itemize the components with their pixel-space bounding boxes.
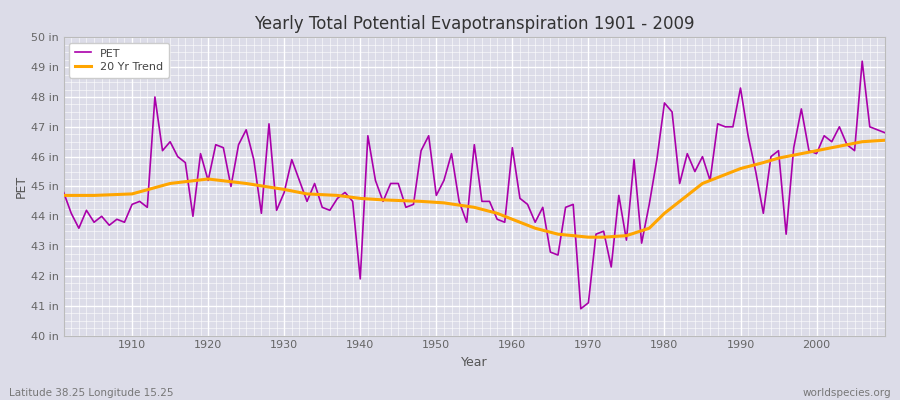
- 20 Yr Trend: [659, 211, 670, 216]
- 20 Yr Trend: [553, 232, 563, 236]
- 20 Yr Trend: [598, 235, 609, 240]
- PET: [332, 196, 343, 201]
- PET: [575, 306, 586, 311]
- 20 Yr Trend: [332, 193, 343, 198]
- 20 Yr Trend: [735, 166, 746, 171]
- 20 Yr Trend: [834, 144, 845, 148]
- 20 Yr Trend: [857, 139, 868, 144]
- Legend: PET, 20 Yr Trend: PET, 20 Yr Trend: [69, 43, 169, 78]
- 20 Yr Trend: [811, 148, 822, 153]
- 20 Yr Trend: [469, 205, 480, 210]
- Title: Yearly Total Potential Evapotranspiration 1901 - 2009: Yearly Total Potential Evapotranspiratio…: [254, 15, 695, 33]
- 20 Yr Trend: [507, 217, 517, 222]
- Text: worldspecies.org: worldspecies.org: [803, 388, 891, 398]
- Line: 20 Yr Trend: 20 Yr Trend: [64, 140, 885, 237]
- PET: [58, 190, 69, 195]
- 20 Yr Trend: [438, 200, 449, 205]
- 20 Yr Trend: [879, 138, 890, 143]
- 20 Yr Trend: [644, 226, 654, 231]
- 20 Yr Trend: [416, 199, 427, 204]
- 20 Yr Trend: [568, 233, 579, 238]
- PET: [606, 264, 616, 269]
- X-axis label: Year: Year: [461, 356, 488, 369]
- 20 Yr Trend: [302, 192, 312, 196]
- 20 Yr Trend: [491, 211, 502, 216]
- PET: [500, 220, 510, 225]
- 20 Yr Trend: [127, 192, 138, 196]
- PET: [879, 130, 890, 135]
- 20 Yr Trend: [621, 233, 632, 238]
- PET: [286, 157, 297, 162]
- 20 Yr Trend: [796, 151, 806, 156]
- PET: [119, 220, 130, 225]
- 20 Yr Trend: [165, 181, 176, 186]
- 20 Yr Trend: [698, 181, 708, 186]
- 20 Yr Trend: [355, 196, 365, 201]
- PET: [507, 145, 517, 150]
- 20 Yr Trend: [89, 193, 100, 198]
- 20 Yr Trend: [720, 172, 731, 177]
- 20 Yr Trend: [530, 226, 541, 231]
- 20 Yr Trend: [758, 160, 769, 165]
- 20 Yr Trend: [241, 181, 252, 186]
- Line: PET: PET: [64, 61, 885, 309]
- PET: [857, 59, 868, 64]
- 20 Yr Trend: [583, 235, 594, 240]
- Y-axis label: PET: PET: [15, 175, 28, 198]
- 20 Yr Trend: [58, 193, 69, 198]
- 20 Yr Trend: [279, 187, 290, 192]
- 20 Yr Trend: [378, 198, 389, 202]
- Text: Latitude 38.25 Longitude 15.25: Latitude 38.25 Longitude 15.25: [9, 388, 174, 398]
- 20 Yr Trend: [682, 193, 693, 198]
- 20 Yr Trend: [773, 156, 784, 160]
- 20 Yr Trend: [202, 177, 213, 182]
